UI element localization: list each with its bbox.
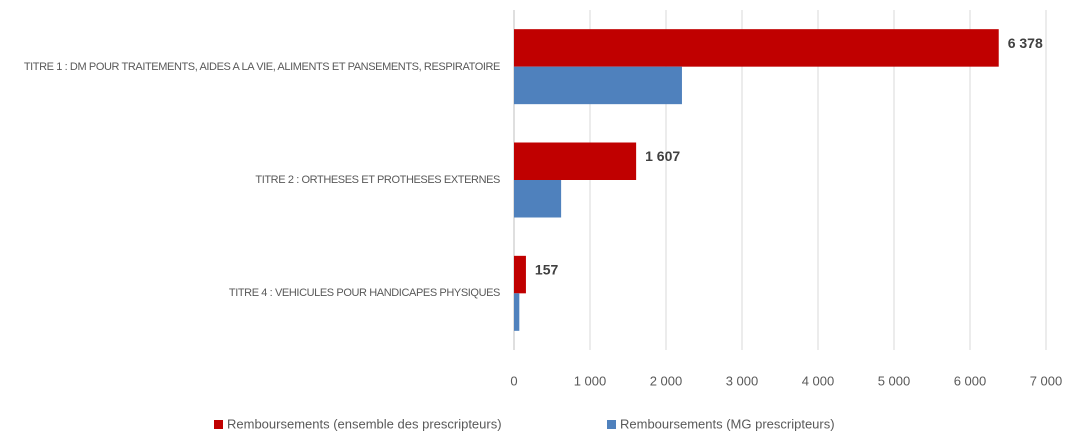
x-tick-label: 1 000 [574,373,607,388]
bar [514,255,526,294]
bar [514,142,637,180]
x-tick-label: 6 000 [954,373,987,388]
bar [514,180,562,218]
legend-swatch [214,420,223,429]
x-tick-label: 7 000 [1030,373,1063,388]
bar [514,66,682,105]
x-tick-label: 5 000 [878,373,911,388]
x-tick-label: 3 000 [726,373,759,388]
data-label: 157 [535,262,559,278]
category-label: TITRE 1 : DM POUR TRAITEMENTS, AIDES A L… [23,60,501,73]
category-label: TITRE 4 : VEHICULES POUR HANDICAPES PHYS… [228,287,501,300]
bar [514,29,999,67]
x-tick-label: 0 [510,373,517,388]
legend-swatch [607,420,616,429]
x-tick-label: 2 000 [650,373,683,388]
legend-label: Remboursements (ensemble des prescripteu… [227,416,502,431]
category-label: TITRE 2 : ORTHESES ET PROTHESES EXTERNES [255,174,500,186]
data-label: 1 607 [645,148,680,164]
legend-label: Remboursements (MG prescripteurs) [620,416,835,431]
x-tick-label: 4 000 [802,373,835,388]
bar [514,293,520,331]
data-label: 6 378 [1008,35,1043,51]
